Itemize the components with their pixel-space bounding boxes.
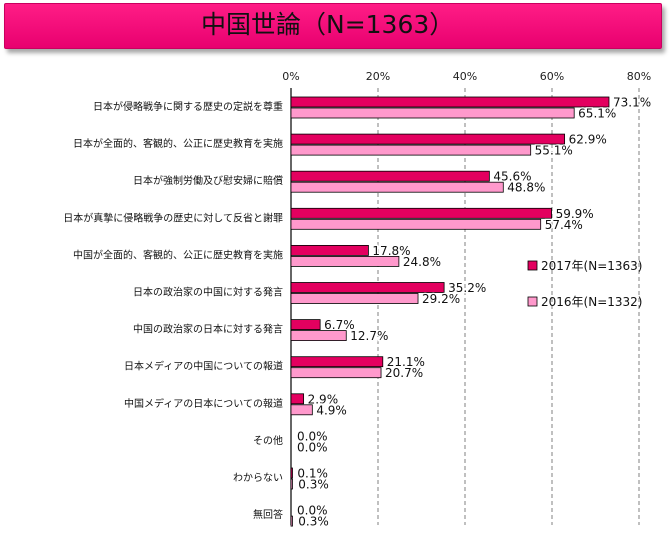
bar-2016 <box>290 107 575 119</box>
data-label: 0.1% <box>297 467 328 481</box>
x-tick-label: 80% <box>627 70 651 83</box>
data-label: 0.0% <box>297 504 328 518</box>
legend-label-2017: 2017年(N=1363) <box>541 259 642 273</box>
bar-2017 <box>290 319 321 331</box>
data-label: 73.1% <box>613 96 651 110</box>
data-label: 12.7% <box>350 329 388 343</box>
category-label: その他 <box>253 434 283 447</box>
bar-2017 <box>290 170 490 182</box>
bar-2017 <box>290 282 445 293</box>
data-label: 55.1% <box>535 144 573 158</box>
x-tick-label: 40% <box>453 70 477 83</box>
category-label: 日本が全面的、客観的、公正に歴史教育を実施 <box>73 137 283 150</box>
category-label: 無回答 <box>253 508 283 521</box>
bar-2017 <box>290 133 566 145</box>
category-label: 中国メディアの日本についての報道 <box>124 397 283 410</box>
category-label: 日本が真摯に侵略戦争の歴史に対して反省と謝罪 <box>63 211 283 224</box>
bar-2017 <box>290 207 552 219</box>
data-label: 65.1% <box>578 107 616 121</box>
bar-2016 <box>290 181 504 193</box>
bar-2016 <box>290 367 382 379</box>
category-label: 日本の政治家の中国に対する発言 <box>133 286 283 299</box>
bar-2016 <box>290 293 419 304</box>
data-label: 48.8% <box>507 181 545 195</box>
data-label: 20.7% <box>385 366 423 380</box>
chart-title: 中国世論（N=1363） <box>201 10 455 39</box>
data-label: 0.3% <box>298 515 329 529</box>
category-label: 日本が強制労働及び慰安婦に賠償 <box>133 174 283 187</box>
data-label: 24.8% <box>403 255 441 269</box>
data-label: 2.9% <box>308 392 339 406</box>
bar-2017 <box>290 467 293 479</box>
legend-swatch-2017 <box>527 260 538 271</box>
bar-2017 <box>290 244 369 256</box>
bar-2016 <box>290 255 400 267</box>
legend-label-2016: 2016年(N=1332) <box>541 295 642 309</box>
legend-swatch-2016 <box>527 296 538 307</box>
data-label: 0.0% <box>297 440 328 454</box>
bar-2016 <box>290 218 542 230</box>
bar-2016 <box>290 404 313 416</box>
data-label: 62.9% <box>569 133 607 147</box>
bar-2016 <box>290 515 293 527</box>
bar-2017 <box>290 96 610 108</box>
data-label: 35.2% <box>448 281 486 295</box>
data-label: 57.4% <box>545 218 583 232</box>
data-label: 0.0% <box>297 429 328 443</box>
data-label: 29.2% <box>422 292 460 306</box>
bar-2016 <box>290 330 347 342</box>
data-label: 6.7% <box>324 318 355 332</box>
category-label: わからない <box>233 472 283 484</box>
data-label: 59.9% <box>556 207 594 221</box>
bar-2016 <box>290 478 293 490</box>
data-label: 0.3% <box>298 478 329 492</box>
category-label: 中国の政治家の日本に対する発言 <box>133 323 283 336</box>
category-label: 日本メディアの中国についての報道 <box>124 360 283 373</box>
category-label: 日本が侵略戦争に関する歴史の定説を尊重 <box>93 100 283 113</box>
x-tick-label: 0% <box>282 70 299 83</box>
data-label: 21.1% <box>387 355 425 369</box>
data-label: 4.9% <box>316 403 347 417</box>
category-label: 中国が全面的、客観的、公正に歴史教育を実施 <box>73 248 283 261</box>
bar-2017 <box>290 393 305 405</box>
bar-2016 <box>290 144 532 156</box>
title-banner: 中国世論（N=1363） <box>4 3 662 49</box>
x-tick-label: 20% <box>366 70 390 83</box>
x-tick-label: 60% <box>540 70 564 83</box>
data-label: 45.6% <box>493 170 531 184</box>
bar-2017 <box>290 356 384 368</box>
data-label: 17.8% <box>372 244 410 258</box>
